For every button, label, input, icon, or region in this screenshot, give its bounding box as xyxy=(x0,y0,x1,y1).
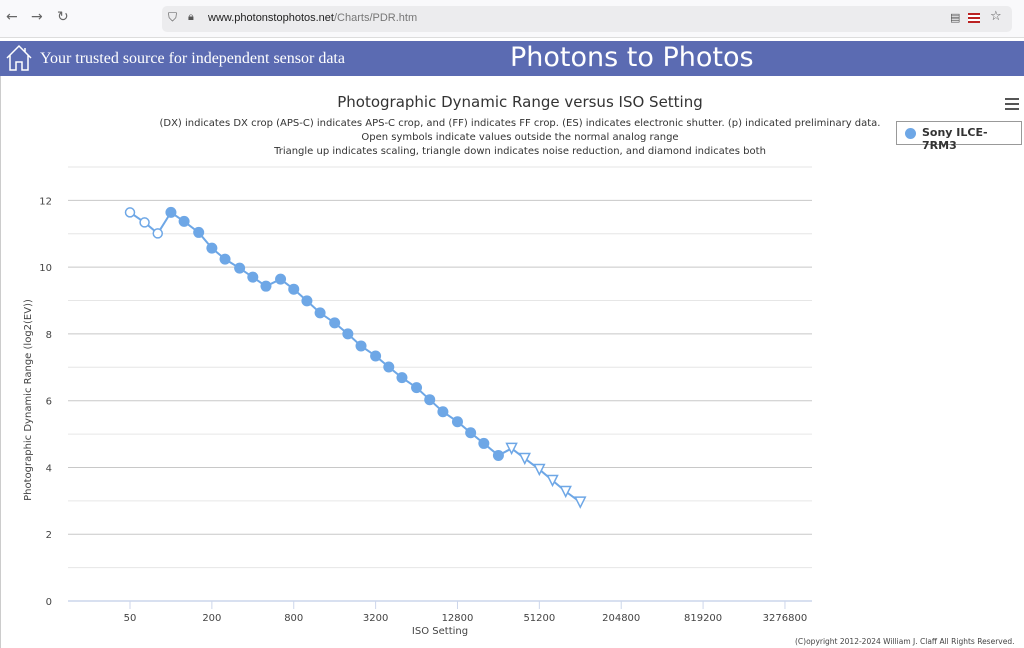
data-point xyxy=(411,382,423,394)
y-tick-label: 8 xyxy=(46,330,52,341)
data-point xyxy=(465,427,477,439)
forward-icon[interactable]: → xyxy=(31,9,43,25)
y-tick-label: 6 xyxy=(46,397,52,408)
reload-icon[interactable]: ↻ xyxy=(57,9,69,25)
site-banner: Your trusted source for independent sens… xyxy=(0,41,1024,76)
home-icon[interactable] xyxy=(5,44,33,72)
y-tick-label: 4 xyxy=(46,463,52,474)
lock-icon: 🔒︎ xyxy=(188,10,194,23)
url-text: www.photonstophotos.net/Charts/PDR.htm xyxy=(208,12,418,24)
data-point xyxy=(165,206,177,218)
x-tick-label: 819200 xyxy=(684,613,722,624)
data-point xyxy=(247,271,259,283)
y-tick-label: 12 xyxy=(39,196,52,207)
data-point xyxy=(451,416,463,428)
data-point xyxy=(518,452,531,466)
data-point xyxy=(546,474,559,488)
browser-toolbar: ← → ↻ ⛉ 🔒︎ www.photonstophotos.net/Chart… xyxy=(0,0,1024,38)
reader-icon[interactable]: ▤ xyxy=(950,11,961,24)
data-point xyxy=(124,207,136,218)
data-point xyxy=(329,317,341,329)
y-tick-label: 10 xyxy=(39,263,52,274)
data-point xyxy=(396,372,408,384)
data-point xyxy=(559,485,572,499)
legend-item[interactable]: Sony ILCE-7RM3 xyxy=(896,121,1022,152)
chart-subtitle-3: Triangle up indicates scaling, triangle … xyxy=(273,146,766,157)
data-point xyxy=(234,262,246,274)
data-point xyxy=(314,307,326,319)
site-title[interactable]: Photons to Photos xyxy=(510,42,754,73)
chart-subtitle-1: (DX) indicates DX crop (APS-C) indicates… xyxy=(159,118,880,129)
data-point xyxy=(139,217,150,228)
legend-marker-icon xyxy=(905,128,916,139)
data-point xyxy=(260,280,272,292)
data-point xyxy=(492,449,504,461)
data-point xyxy=(383,361,395,373)
data-point xyxy=(193,226,205,238)
data-point xyxy=(288,283,300,295)
x-tick-label: 50 xyxy=(124,613,137,624)
data-point xyxy=(574,496,587,509)
legend-label: Sony ILCE-7RM3 xyxy=(922,126,988,152)
chart-title: Photographic Dynamic Range versus ISO Se… xyxy=(337,93,703,111)
data-point xyxy=(437,406,449,418)
data-point xyxy=(355,340,367,352)
y-tick-label: 2 xyxy=(46,530,52,541)
address-bar[interactable]: ⛉ 🔒︎ www.photonstophotos.net/Charts/PDR.… xyxy=(162,6,1012,32)
data-point xyxy=(533,463,546,477)
x-tick-label: 800 xyxy=(284,613,303,624)
chart-frame xyxy=(0,76,1024,648)
x-tick-label: 200 xyxy=(202,613,221,624)
flag-icon[interactable] xyxy=(968,13,980,23)
data-point xyxy=(152,228,164,239)
data-point xyxy=(275,273,287,285)
tagline: Your trusted source for independent sens… xyxy=(40,50,345,67)
data-point xyxy=(342,328,354,340)
y-axis-label: Photographic Dynamic Range (log2(EV)) xyxy=(23,299,34,501)
back-icon[interactable]: ← xyxy=(6,9,18,25)
chart-menu-icon[interactable] xyxy=(1005,98,1019,113)
x-tick-label: 3200 xyxy=(363,613,388,624)
series-line xyxy=(129,210,581,503)
copyright: (C)opyright 2012-2024 William J. Claff A… xyxy=(795,637,1015,646)
x-tick-label: 204800 xyxy=(602,613,640,624)
shield-icon: ⛉ xyxy=(168,10,178,24)
x-tick-label: 51200 xyxy=(523,613,555,624)
data-point xyxy=(301,295,313,307)
data-point xyxy=(206,242,218,254)
star-icon[interactable]: ☆ xyxy=(990,9,1002,24)
data-point xyxy=(219,253,231,265)
y-tick-label: 0 xyxy=(46,597,52,608)
chart-subtitle-2: Open symbols indicate values outside the… xyxy=(361,132,678,143)
x-tick-label: 12800 xyxy=(442,613,474,624)
data-point xyxy=(370,350,382,362)
data-point xyxy=(478,437,490,449)
x-axis-label: ISO Setting xyxy=(412,626,468,637)
data-point xyxy=(505,442,518,456)
data-point xyxy=(178,215,190,227)
data-point xyxy=(424,394,436,406)
x-tick-label: 3276800 xyxy=(763,613,808,624)
